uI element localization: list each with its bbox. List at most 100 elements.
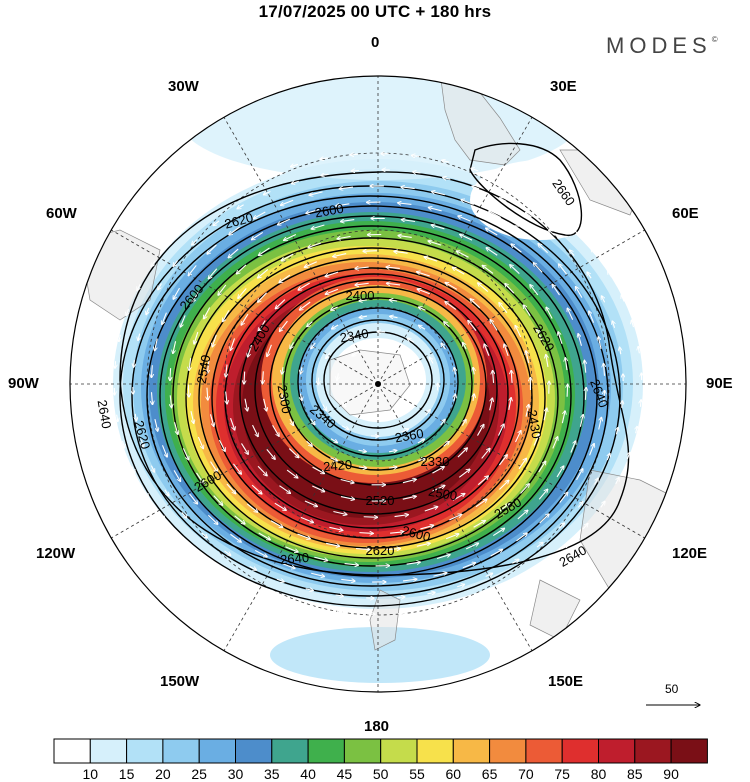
contour-line <box>469 142 583 236</box>
wind-vector <box>358 450 367 451</box>
wind-vector <box>489 211 502 219</box>
wind-vector <box>341 400 345 407</box>
contour-line <box>297 307 459 457</box>
wind-vector <box>337 373 339 380</box>
wind-vector <box>322 404 327 410</box>
wind-vector <box>493 370 494 383</box>
wind-vector <box>173 260 178 267</box>
colorbar-tick-label: 80 <box>590 766 607 782</box>
wind-vector <box>490 320 498 331</box>
wind-vector <box>481 448 490 459</box>
lon-label-60e: 60E <box>672 205 699 222</box>
wind-vector <box>297 533 311 539</box>
wind-vector <box>306 606 315 608</box>
wind-vector <box>350 154 359 155</box>
wind-vector <box>417 289 431 295</box>
wind-vector <box>210 461 217 473</box>
wind-vector <box>336 612 345 613</box>
wind-vector <box>286 469 298 478</box>
wind-vector <box>431 191 445 196</box>
wind-vector <box>486 591 494 595</box>
wind-vector <box>558 264 567 275</box>
wind-vector <box>207 387 208 401</box>
wind-vector <box>431 225 445 230</box>
wind-vector <box>282 367 283 374</box>
wind-vector <box>138 333 140 341</box>
wind-vector <box>425 409 430 416</box>
pole-marker <box>375 381 381 387</box>
wind-vector <box>340 220 355 222</box>
colorbar-tick-label: 20 <box>155 766 171 782</box>
wind-vector <box>631 320 633 328</box>
wind-vector <box>224 550 231 555</box>
colorbar-swatch <box>307 738 345 764</box>
wind-vector <box>604 390 605 403</box>
wind-vector <box>365 419 374 420</box>
wind-vector <box>482 265 494 274</box>
wind-vector <box>396 597 405 598</box>
wind-band <box>470 160 610 240</box>
lon-label-90w: 90W <box>8 375 39 392</box>
wind-vector <box>190 411 194 423</box>
wind-vector <box>119 334 121 342</box>
colorbar-swatch <box>53 738 91 764</box>
wind-vector <box>146 307 149 315</box>
wind-vector <box>194 331 199 344</box>
wind-vector <box>232 463 241 474</box>
wind-vector <box>512 559 519 564</box>
wind-vector <box>226 364 227 378</box>
wind-vector <box>530 285 539 296</box>
wind-vector <box>565 358 567 371</box>
wind-vector <box>427 592 435 594</box>
contour-label: 2500 <box>427 484 458 504</box>
wind-vector <box>567 384 568 397</box>
wind-vector <box>192 239 198 245</box>
wind-vector <box>441 343 446 350</box>
wind-vector <box>204 307 211 319</box>
wind-vector <box>326 352 331 359</box>
wind-vector <box>226 483 236 494</box>
wind-vector <box>470 299 481 309</box>
wind-vector <box>339 187 354 189</box>
contour-label: 2430 <box>525 409 545 440</box>
wind-vector <box>386 549 401 550</box>
colorbar-swatch <box>634 738 672 764</box>
wind-vector <box>612 321 614 328</box>
wind-vector <box>607 453 610 461</box>
wind-vector <box>510 265 520 275</box>
wind-vector <box>589 311 595 323</box>
wind-vector <box>230 338 236 350</box>
wind-vector <box>254 549 267 556</box>
wind-vector <box>330 457 337 461</box>
wind-vector <box>213 220 220 226</box>
wind-vector <box>406 562 421 564</box>
wind-vector <box>258 532 271 540</box>
wind-vector <box>325 288 339 294</box>
wind-vector <box>478 283 489 292</box>
wind-vector <box>567 308 574 320</box>
wind-vector <box>598 417 602 430</box>
wind-vector <box>189 493 197 504</box>
wind-vector <box>546 307 553 319</box>
lon-label-120w: 120W <box>36 545 76 562</box>
wind-vector <box>499 179 507 183</box>
wind-vector <box>299 301 311 310</box>
wind-vector <box>189 357 191 371</box>
wind-vector <box>154 418 158 431</box>
wind-vector <box>505 283 515 294</box>
wind-vector <box>382 348 391 349</box>
wind-vector <box>398 235 412 237</box>
wind-vector <box>584 360 585 373</box>
wind-vector <box>188 384 189 398</box>
wind-vector <box>525 213 532 218</box>
contour-line <box>185 237 559 559</box>
colorbar-tick-label: 15 <box>118 766 135 782</box>
wind-vector <box>208 268 218 279</box>
wind-vector <box>413 172 421 173</box>
wind-vectors <box>114 154 641 615</box>
wind-vector <box>457 584 465 586</box>
wind-vector <box>640 400 641 407</box>
wind-vector <box>277 218 291 225</box>
wind-vector <box>389 467 397 468</box>
wind-vector <box>237 204 244 209</box>
